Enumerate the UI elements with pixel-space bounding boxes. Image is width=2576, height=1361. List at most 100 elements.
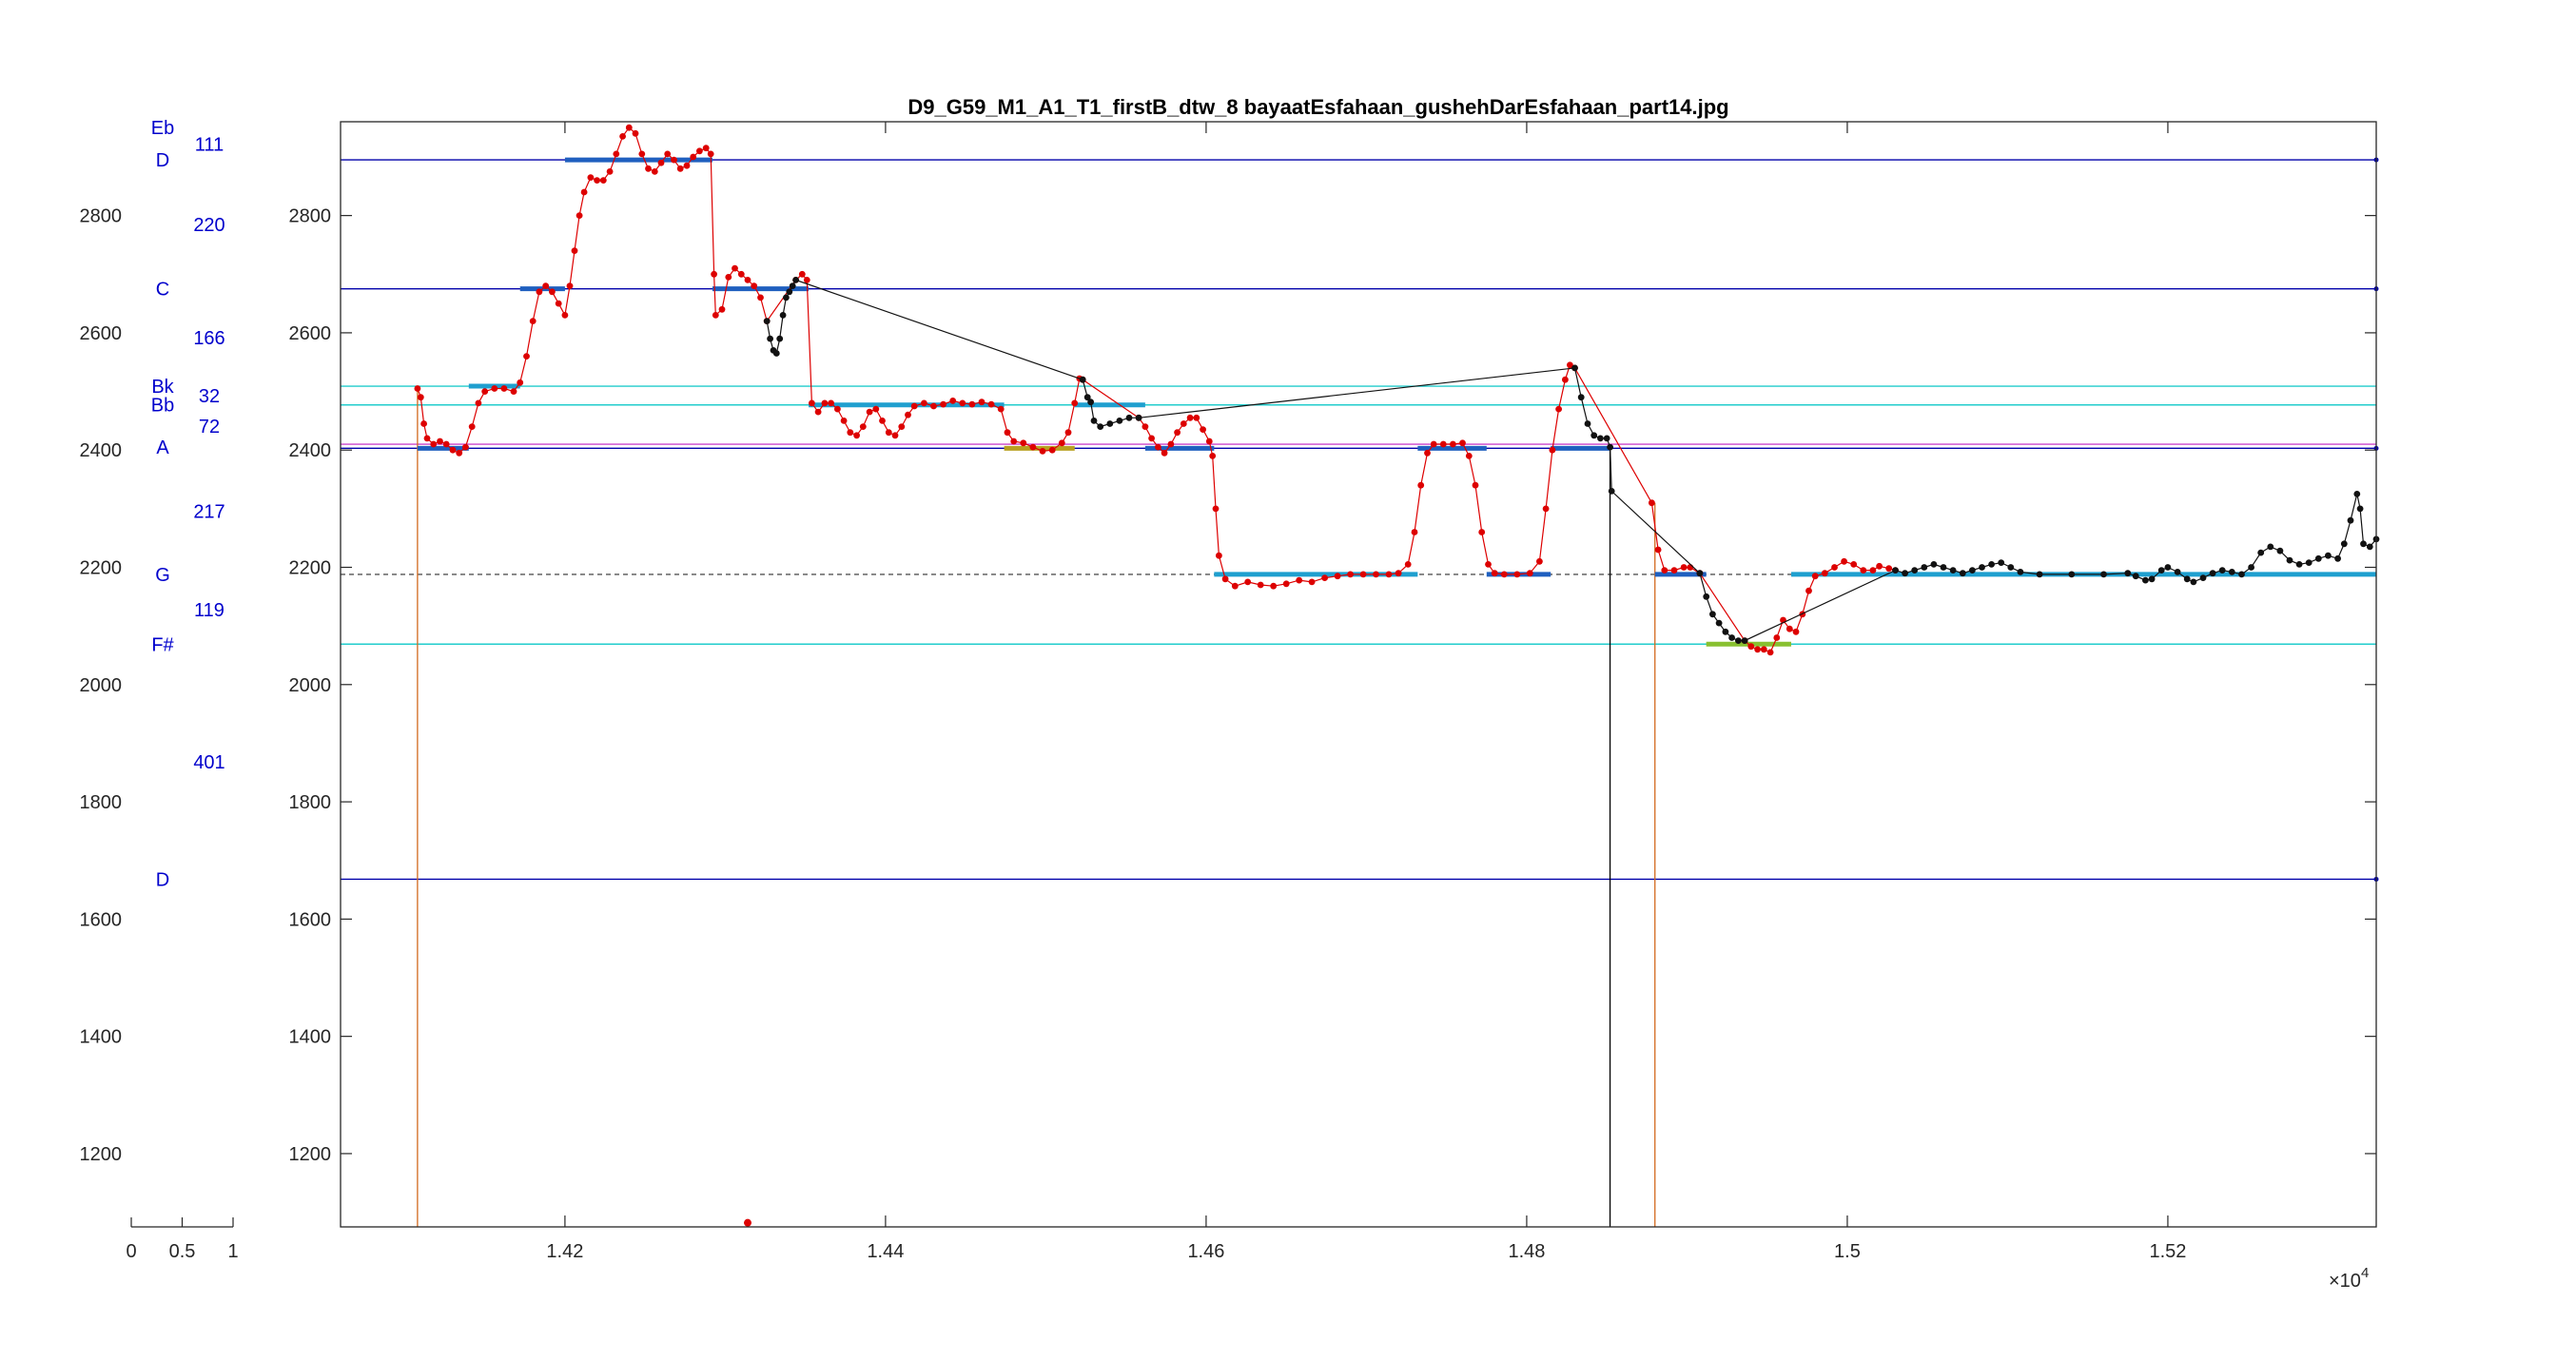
pitch-red-point-176 — [1876, 562, 1883, 570]
pitch-black-point-39 — [1930, 561, 1938, 568]
pitch-red-point-10 — [468, 423, 476, 430]
pitch-red-point-113 — [1221, 575, 1229, 583]
pitch-black-point-71 — [2295, 561, 2303, 568]
pitch-red-point-74 — [891, 432, 899, 439]
pitch-red-point-126 — [1385, 571, 1393, 578]
pitch-black-point-69 — [2276, 547, 2284, 554]
pitch-black-point-38 — [1921, 564, 1928, 571]
pitch-red-point-12 — [481, 388, 489, 395]
pitch-black-point-1 — [767, 335, 773, 342]
pitch-black-point-63 — [2218, 567, 2226, 574]
interval-label-5: 217 — [193, 501, 224, 522]
pitch-black-point-21 — [1584, 420, 1591, 427]
pitch-red-point-140 — [1491, 570, 1498, 577]
pitch-red-point-127 — [1395, 570, 1402, 577]
pitch-red-point-116 — [1257, 581, 1264, 589]
x-tick-label-5: 1.52 — [2149, 1241, 2186, 1262]
pitch-red-point-42 — [676, 165, 684, 172]
interval-label-2: 166 — [193, 328, 224, 349]
reference-lines — [341, 157, 2379, 882]
side-x-tick-label-1: 0.5 — [169, 1241, 196, 1262]
x-tick-label-3: 1.48 — [1508, 1241, 1545, 1262]
pitch-red-point-66 — [840, 418, 848, 424]
pitch-red-point-22 — [555, 300, 562, 307]
interval-labels: 111 220 166 32 72 217 119 401 — [193, 134, 224, 773]
pitch-red-point-61 — [809, 399, 815, 407]
pitch-red-point-95 — [1071, 399, 1079, 407]
pitch-red-point-71 — [872, 405, 880, 413]
pitch-black-point-62 — [2209, 570, 2216, 577]
pitch-red-point-110 — [1209, 453, 1217, 459]
pitch-red-point-35 — [632, 129, 639, 137]
pitch-red-point-9 — [462, 443, 469, 451]
y-tick-label-8: 2800 — [289, 206, 332, 227]
pitch-red-point-159 — [1747, 643, 1755, 651]
pitch-black-point-61 — [2199, 574, 2207, 581]
pitch-red-point-119 — [1296, 576, 1303, 584]
interval-label-3: 32 — [199, 386, 220, 407]
pitch-red-point-111 — [1212, 505, 1220, 513]
pitch-red-point-92 — [1048, 446, 1056, 454]
pitch-red-point-63 — [821, 399, 829, 407]
pitch-red-point-54 — [744, 277, 751, 283]
pitch-red-point-51 — [725, 274, 732, 281]
pitch-red-point-89 — [1020, 439, 1027, 447]
pitch-black-point-33 — [1735, 637, 1742, 644]
pitch-red-point-130 — [1417, 481, 1425, 489]
pitch-red-point-142 — [1513, 571, 1521, 578]
pitch-red-point-75 — [898, 423, 906, 430]
pitch-black-point-0 — [763, 318, 771, 324]
pitch-red-point-19 — [536, 288, 543, 296]
pitch-red-point-44 — [690, 153, 697, 161]
side-axis-panel: 0 0.5 1 1200140016001800200022002400260028… — [80, 118, 239, 1262]
pitch-black-point-58 — [2174, 569, 2181, 575]
pitch-red-point-79 — [930, 402, 937, 410]
pitch-red-point-131 — [1424, 449, 1431, 457]
pitch-black-point-24 — [1603, 435, 1610, 442]
pitch-black-point-65 — [2238, 571, 2245, 578]
pitch-red-point-72 — [879, 418, 886, 424]
pitch-black-point-29 — [1709, 611, 1716, 618]
pitch-black-point-27 — [1696, 570, 1704, 577]
x-exponent-base: ×10 — [2329, 1271, 2361, 1292]
pitch-red-point-24 — [566, 282, 574, 289]
y-tick-label-0: 1200 — [289, 1144, 332, 1165]
pitch-red-point-56 — [757, 294, 764, 301]
pitch-red-point-84 — [978, 399, 986, 406]
pitch-red-point-46 — [702, 145, 710, 152]
pitch-red-point-99 — [1142, 423, 1149, 430]
side-y-tick-label-0: 1200 — [80, 1144, 123, 1165]
pitch-red-point-135 — [1459, 439, 1466, 447]
pitch-black-point-7 — [786, 288, 793, 296]
pitch-black-point-22 — [1590, 432, 1598, 439]
pitch-red-point-166 — [1792, 628, 1800, 635]
pitch-black-point-49 — [2036, 571, 2043, 578]
pitch-black-point-77 — [2347, 516, 2354, 524]
pitch-black-point-17 — [1125, 414, 1133, 421]
side-y-tick-label-6: 2400 — [80, 440, 123, 461]
pitch-red-point-169 — [1811, 573, 1819, 580]
pitch-red-point-151 — [1649, 499, 1655, 507]
pitch-red-point-94 — [1064, 429, 1072, 437]
pitch-red-point-156 — [1687, 564, 1694, 571]
x-tick-label-0: 1.42 — [546, 1241, 583, 1262]
x-exponent-label: ×104 — [2329, 1265, 2369, 1292]
pitch-red-point-78 — [921, 399, 927, 407]
x-tick-label-4: 1.5 — [1834, 1241, 1861, 1262]
pitch-red-point-30 — [599, 177, 607, 185]
pitch-red-point-69 — [859, 423, 867, 430]
pitch-red-point-17 — [523, 353, 530, 360]
pitch-black-point-67 — [2257, 549, 2265, 556]
pitch-red-point-25 — [571, 247, 578, 254]
pitch-black-point-11 — [1083, 394, 1091, 401]
note-label-8: D — [156, 869, 169, 890]
pitch-black-point-6 — [783, 294, 790, 301]
y-tick-label-3: 1800 — [289, 792, 332, 813]
pitch-red-point-7 — [449, 446, 457, 454]
side-y-tick-label-4: 2000 — [80, 675, 123, 696]
pitch-red-point-121 — [1321, 574, 1328, 581]
pitch-black-point-52 — [2124, 570, 2132, 577]
pitch-black-point-46 — [1998, 559, 2005, 566]
pitch-red-point-129 — [1411, 529, 1418, 535]
